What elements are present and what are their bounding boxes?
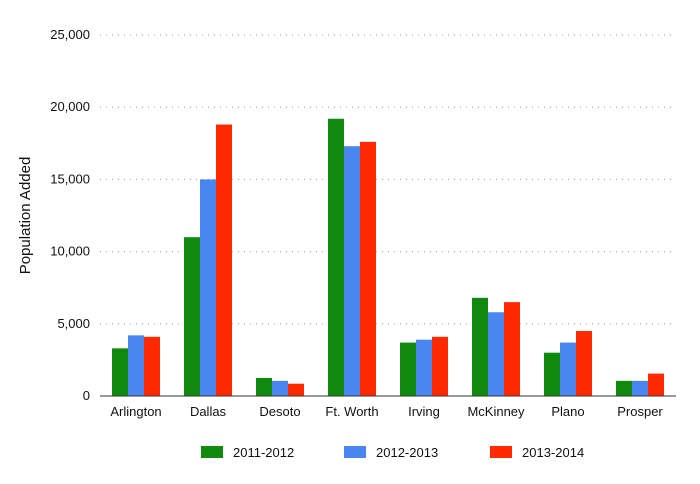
bar-plano-2012-2013	[560, 342, 576, 396]
x-category-label: Irving	[408, 404, 440, 419]
bar-plano-2013-2014	[576, 331, 592, 396]
bar-prosper-2013-2014	[648, 373, 664, 396]
bar-desoto-2011-2012	[256, 377, 272, 396]
legend-label: 2013-2014	[522, 445, 584, 460]
y-tick-label: 20,000	[50, 99, 90, 114]
bar-dallas-2012-2013	[200, 179, 216, 396]
x-category-label: Plano	[551, 404, 584, 419]
y-tick-label: 10,000	[50, 244, 90, 259]
y-axis-title: Population Added	[17, 157, 34, 275]
x-category-label: Prosper	[617, 404, 663, 419]
x-axis-categories: Arlington Dallas Desoto Ft. Worth Irving McKi…	[110, 404, 663, 419]
x-category-label: Ft. Worth	[325, 404, 378, 419]
bar-dallas-2013-2014	[216, 124, 232, 396]
legend-label: 2011-2012	[233, 445, 294, 460]
bar-mckinney-2012-2013	[488, 312, 504, 396]
legend-label: 2012-2013	[376, 445, 438, 460]
bar-prosper-2012-2013	[632, 380, 648, 396]
bar-arlington-2013-2014	[144, 336, 160, 396]
bar-mckinney-2013-2014	[504, 302, 520, 396]
bar-irving-2012-2013	[416, 339, 432, 396]
x-category-label: McKinney	[467, 404, 525, 419]
bar-irving-2013-2014	[432, 336, 448, 396]
x-category-label: Arlington	[110, 404, 161, 419]
x-category-label: Desoto	[259, 404, 300, 419]
bar-ft-worth-2013-2014	[360, 141, 376, 396]
bars	[112, 118, 664, 396]
bar-irving-2011-2012	[400, 342, 416, 396]
x-category-label: Dallas	[190, 404, 227, 419]
legend-swatch	[344, 446, 366, 458]
legend-swatch	[201, 446, 223, 458]
bar-prosper-2011-2012	[616, 380, 632, 396]
bar-plano-2011-2012	[544, 352, 560, 396]
bar-mckinney-2011-2012	[472, 297, 488, 396]
y-tick-label: 25,000	[50, 27, 90, 42]
bar-desoto-2012-2013	[272, 380, 288, 396]
bar-ft-worth-2012-2013	[344, 146, 360, 396]
legend: 2011-2012 2012-2013 2013-2014	[201, 445, 584, 460]
legend-swatch	[490, 446, 512, 458]
y-tick-label: 0	[83, 388, 90, 403]
bar-desoto-2013-2014	[288, 383, 304, 396]
bar-arlington-2011-2012	[112, 348, 128, 396]
y-tick-label: 15,000	[50, 171, 90, 186]
y-tick-label: 5,000	[57, 316, 90, 331]
y-axis-ticks: 0 5,000 10,000 15,000 20,000 25,000	[50, 27, 90, 403]
bar-ft-worth-2011-2012	[328, 118, 344, 396]
bar-arlington-2012-2013	[128, 335, 144, 396]
bar-dallas-2011-2012	[184, 237, 200, 396]
